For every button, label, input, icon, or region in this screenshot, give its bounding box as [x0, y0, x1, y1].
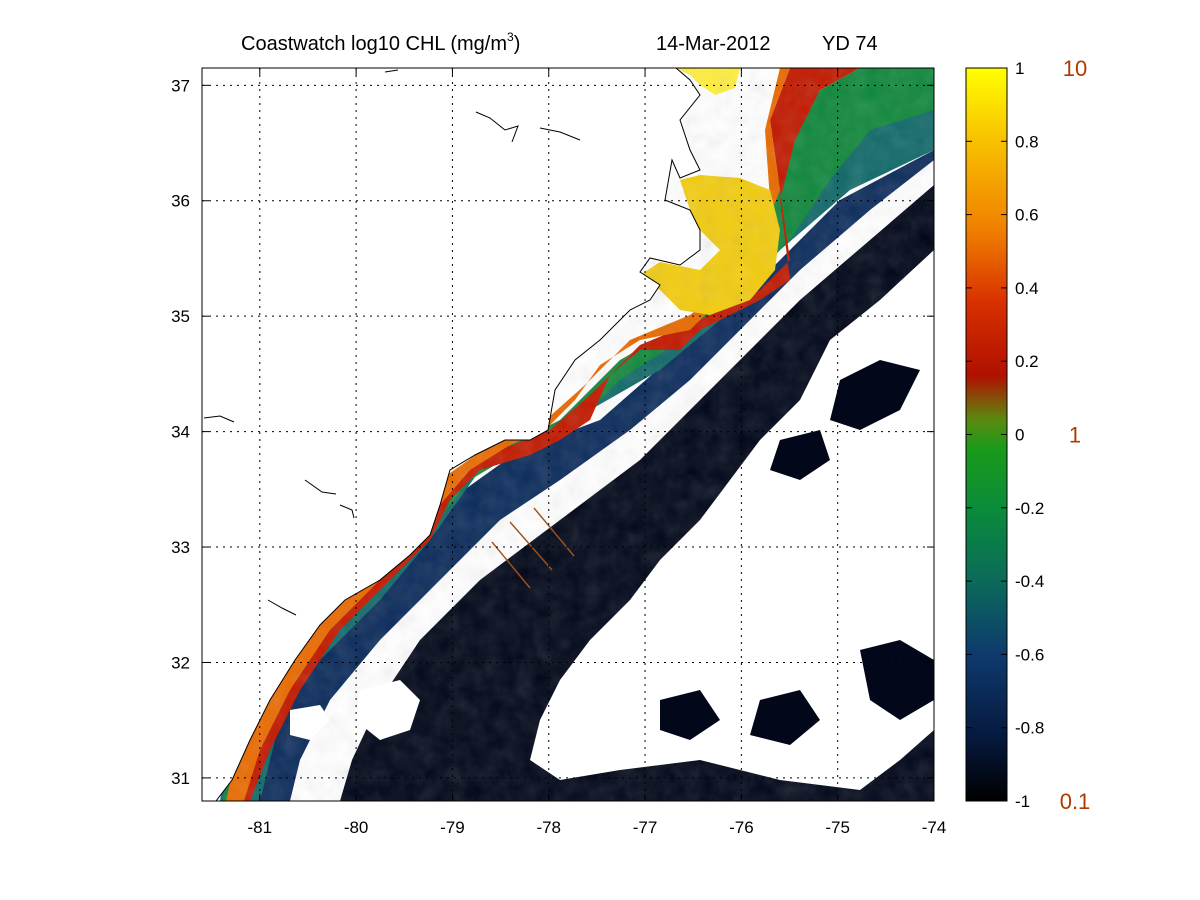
chart-title: Coastwatch log10 CHL (mg/m3) — [241, 30, 520, 55]
colorbar-tick-label: -0.4 — [1015, 572, 1044, 591]
dark-patches-offshore — [660, 360, 934, 745]
colorbar — [965, 67, 1008, 802]
x-tick-label: -81 — [248, 818, 273, 837]
land-mass — [202, 68, 701, 801]
colorbar-tick-label: -0.8 — [1015, 719, 1044, 738]
x-tick-label: -75 — [825, 818, 850, 837]
map-frame — [201, 67, 935, 802]
x-tick-label: -76 — [729, 818, 754, 837]
colorbar-tick-label: 0.2 — [1015, 352, 1039, 371]
x-tick-label: -79 — [440, 818, 465, 837]
cloud-patch-shelf — [290, 705, 330, 740]
x-tick-label: -77 — [633, 818, 658, 837]
chlorophyll-map — [202, 68, 934, 801]
colorbar-secondary-label: 1 — [1069, 423, 1081, 448]
colorbar-tick-label: 0.4 — [1015, 279, 1039, 298]
colorbar-secondary-label: 0.1 — [1060, 789, 1091, 814]
y-tick-label: 36 — [171, 192, 190, 211]
y-tick-label: 33 — [171, 538, 190, 557]
y-tick-label: 31 — [171, 769, 190, 788]
colorbar-tick-label: 0 — [1015, 426, 1024, 445]
x-tick-label: -78 — [536, 818, 561, 837]
x-axis: -81 -80 -79 -78 -77 -76 -75 -74 — [248, 68, 947, 837]
colorbar-tick-label: 0.6 — [1015, 206, 1039, 225]
x-tick-label: -74 — [922, 818, 947, 837]
transect-lines — [491, 507, 575, 589]
y-tick-label: 35 — [171, 307, 190, 326]
inland-waterways — [203, 69, 581, 616]
colorbar-tick-label: -1 — [1015, 792, 1030, 811]
y-tick-label: 32 — [171, 653, 190, 672]
map-grid — [202, 68, 934, 801]
chart-date: 14-Mar-2012 — [656, 33, 771, 55]
colorbar-axis: 1 0.8 0.6 0.4 0.2 0 -0.2 -0.4 -0.6 -0.8 -1 — [966, 59, 1044, 811]
colorbar-tick-label: -0.6 — [1015, 645, 1044, 664]
y-tick-label: 34 — [171, 423, 190, 442]
colorbar-tick-label: 1 — [1015, 59, 1024, 78]
x-tick-label: -80 — [344, 818, 369, 837]
chart-yearday: YD 74 — [822, 33, 878, 55]
colorbar-tick-label: -0.2 — [1015, 499, 1044, 518]
colorbar-secondary-label: 10 — [1063, 56, 1087, 81]
cloud-patch-east — [530, 250, 934, 790]
colorbar-secondary-axis: 10 1 0.1 — [1060, 56, 1091, 814]
colorbar-tick-label: 0.8 — [1015, 132, 1039, 151]
cloud-patch-south — [355, 680, 420, 740]
y-tick-label: 37 — [171, 76, 190, 95]
y-axis: 31 32 33 34 35 36 37 — [171, 76, 934, 788]
